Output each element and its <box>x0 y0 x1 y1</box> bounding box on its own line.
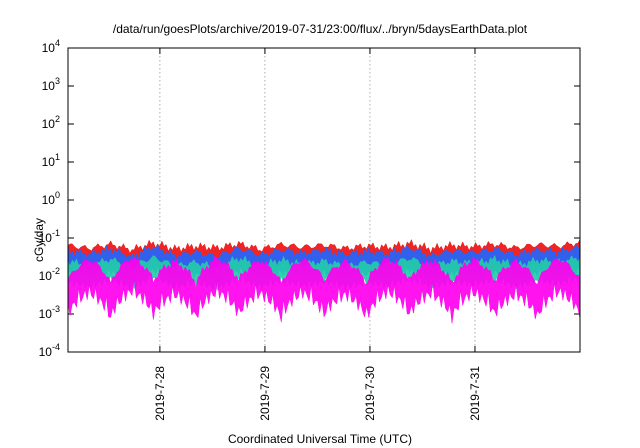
y-tick-label: 100 <box>42 190 60 207</box>
y-tick-label: 10-3 <box>39 304 60 321</box>
x-tick-label: 2019-7-28 <box>153 366 167 421</box>
x-tick-label: 2019-7-29 <box>258 366 272 421</box>
y-tick-label: 10-4 <box>39 342 60 359</box>
y-tick-label: 103 <box>42 76 60 93</box>
y-tick-label: 102 <box>42 114 60 131</box>
y-tick-label: 10-2 <box>39 266 60 283</box>
y-tick-label: 101 <box>42 152 60 169</box>
x-axis-label: Coordinated Universal Time (UTC) <box>227 432 413 446</box>
plot-frame <box>67 47 581 353</box>
x-tick-label: 2019-7-30 <box>363 366 377 421</box>
y-tick-label: 104 <box>42 38 60 55</box>
y-tick-label: 10-1 <box>39 228 60 245</box>
chart-title: /data/run/goesPlots/archive/2019-07-31/2… <box>112 22 528 36</box>
y-axis-label: cGy/day <box>32 218 46 263</box>
x-tick-label: 2019-7-31 <box>468 366 482 421</box>
